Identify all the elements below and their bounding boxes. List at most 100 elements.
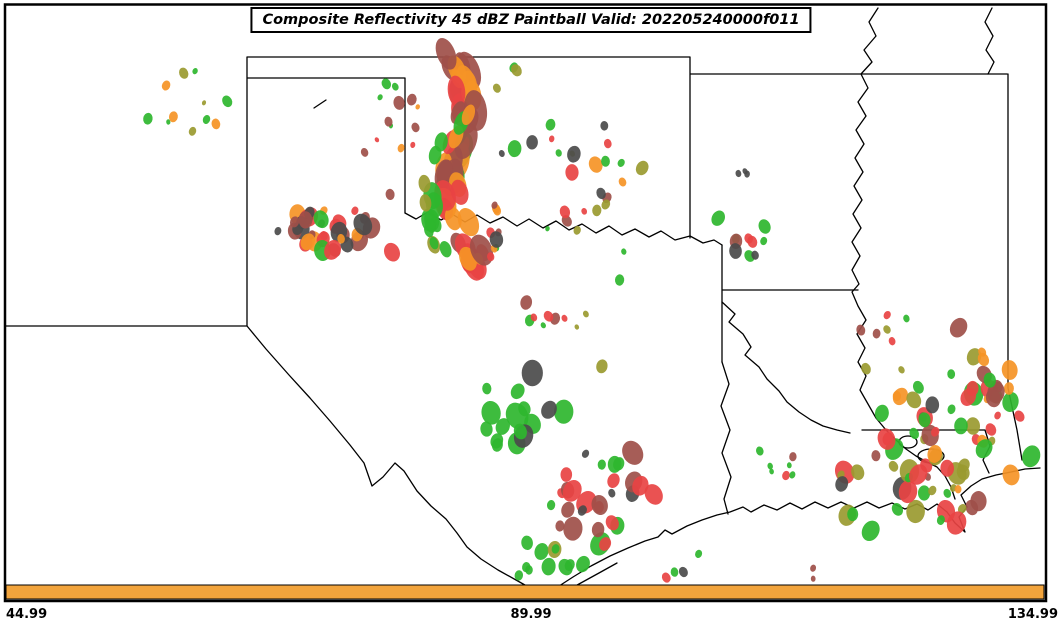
- paintball-blob: [406, 93, 417, 106]
- axis-label-right: 134.99: [1007, 607, 1058, 622]
- paintball-blob: [393, 95, 405, 110]
- paintball-blob: [541, 557, 556, 576]
- paintball-blob: [847, 507, 859, 522]
- paintball-blob: [447, 75, 466, 107]
- paintball-blob: [545, 118, 556, 131]
- paintball-blob: [917, 485, 931, 501]
- paintball-blob: [444, 206, 462, 231]
- state-boundaries: [5, 7, 1041, 597]
- paintball-blob: [927, 445, 942, 463]
- paintball-blob: [975, 439, 993, 459]
- paintball-blob: [513, 423, 527, 440]
- paintball-blob: [661, 572, 671, 583]
- paintball-blob: [543, 310, 554, 322]
- paintball-blob: [622, 440, 644, 465]
- paintball-blob: [614, 274, 625, 286]
- paintball-blob: [526, 135, 538, 150]
- paintball-blob: [495, 418, 510, 435]
- paintball-blob: [977, 352, 990, 367]
- paintball-blob: [958, 458, 970, 473]
- paintball-blob: [546, 500, 556, 511]
- tennessee-river-wiggle: [984, 7, 995, 75]
- paintball-blob: [415, 104, 420, 110]
- paintball-blob: [786, 462, 792, 469]
- paintball-blob: [384, 242, 400, 262]
- paintball-blob: [599, 537, 612, 551]
- paintball-blobs: [143, 37, 1041, 583]
- paintball-blob: [994, 411, 1001, 420]
- paintball-blob: [695, 549, 703, 559]
- paintball-blob: [936, 515, 945, 525]
- paintball-blob: [581, 207, 588, 215]
- paintball-blob: [324, 240, 342, 260]
- paintball-blob: [143, 112, 153, 125]
- paintball-blob: [954, 485, 962, 494]
- paintball-blob: [600, 121, 609, 131]
- paintball-blob: [1002, 391, 1019, 412]
- paintball-blob: [810, 564, 817, 572]
- paintball-blob: [425, 218, 436, 233]
- paintball-blob: [888, 337, 896, 346]
- paintball-blob: [851, 464, 865, 481]
- paintball-blob: [596, 359, 608, 374]
- paintball-blob: [576, 555, 590, 573]
- paintball-blob: [898, 366, 905, 374]
- paintball-blob: [555, 520, 565, 532]
- paintball-blob: [966, 380, 979, 396]
- paintball-blob: [909, 464, 928, 485]
- paintball-blob: [491, 438, 503, 452]
- map-frame: [3, 3, 1048, 603]
- paintball-blob: [562, 480, 582, 502]
- paintball-blob: [480, 421, 493, 437]
- paintball-blob: [747, 235, 758, 248]
- paintball-blob: [385, 188, 395, 200]
- paintball-blob: [289, 216, 300, 228]
- rio-grande-border: [246, 325, 545, 597]
- paintball-blob: [608, 488, 616, 498]
- paintball-blob: [949, 317, 968, 338]
- paintball-blob: [903, 314, 910, 323]
- paintball-blob: [510, 383, 525, 400]
- red-river-louisiana: [721, 301, 851, 434]
- paintball-blob: [621, 248, 627, 255]
- paintball-blob: [983, 372, 996, 388]
- paintball-blob: [505, 402, 529, 430]
- paintball-blob: [891, 503, 903, 516]
- paintball-blob: [751, 250, 759, 260]
- paintball-blob: [874, 404, 889, 422]
- paintball-blob: [906, 391, 922, 409]
- paintball-blob: [835, 476, 849, 492]
- paintball-blob: [596, 187, 606, 200]
- paintball-blob: [514, 570, 524, 581]
- paintball-blob: [434, 132, 448, 152]
- paintball-blob: [898, 480, 918, 504]
- paintball-blob: [507, 140, 522, 158]
- paintball-blob: [521, 359, 543, 387]
- small-lake-mark: [313, 99, 327, 109]
- paintball-blob: [872, 328, 881, 339]
- paintball-blob: [450, 179, 469, 205]
- paintball-blob: [558, 558, 573, 576]
- paintball-blob: [760, 236, 768, 246]
- paintball-blob: [559, 205, 571, 219]
- colorbar-strip: [5, 584, 1045, 600]
- paintball-blob: [491, 201, 498, 209]
- paintball-blob: [607, 473, 620, 488]
- paintball-blob: [492, 83, 501, 93]
- paintball-blob: [985, 389, 1001, 408]
- paintball-blob: [581, 449, 590, 458]
- paintball-blob: [925, 396, 940, 414]
- paintball-blob: [592, 204, 602, 217]
- paintball-blob: [965, 417, 981, 435]
- paintball-blob: [353, 213, 373, 236]
- paintball-blob: [541, 400, 557, 419]
- paintball-blob: [711, 210, 725, 226]
- paintball-blob: [861, 520, 880, 542]
- paintball-blob: [563, 516, 583, 541]
- paintball-blob: [644, 484, 663, 505]
- paintball-blob: [565, 164, 579, 181]
- map-title: Composite Reflectivity 45 dBZ Paintball …: [250, 7, 812, 33]
- paintball-blob: [591, 494, 608, 516]
- paintball-blob: [597, 459, 606, 470]
- paintball-blob: [617, 158, 625, 167]
